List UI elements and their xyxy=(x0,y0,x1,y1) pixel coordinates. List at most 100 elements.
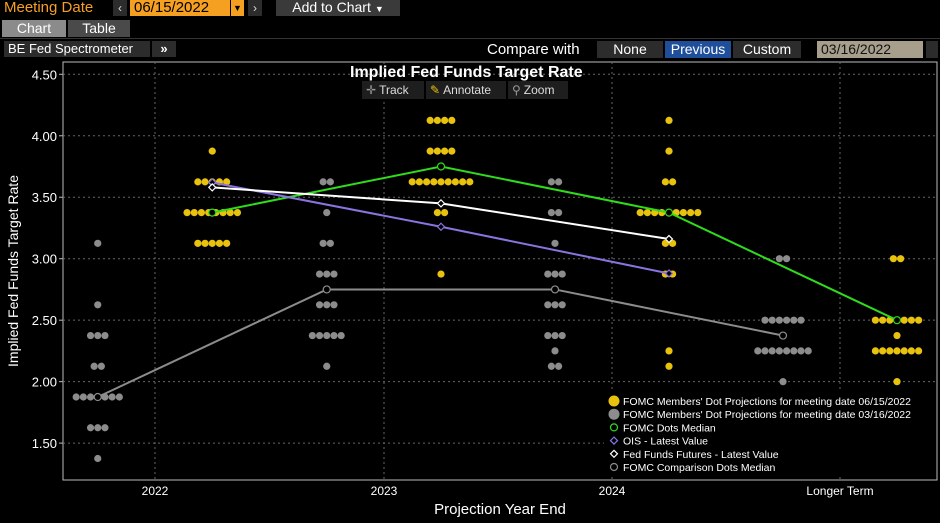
dot-current xyxy=(669,178,677,186)
zoom-tool[interactable]: ⚲ Zoom xyxy=(508,81,568,99)
legend-label: FOMC Members' Dot Projections for meetin… xyxy=(623,396,911,408)
dot-current xyxy=(871,316,880,324)
comparison-median-line-marker xyxy=(93,392,102,402)
dot-current xyxy=(665,347,673,355)
dot-current xyxy=(201,178,209,186)
compare-date-field[interactable]: 03/16/2022 xyxy=(817,41,923,58)
dot-previous xyxy=(797,347,805,355)
dot-current xyxy=(879,347,887,355)
y-tick-label: 1.50 xyxy=(32,436,57,451)
dot-current xyxy=(433,116,441,124)
meeting-date-field[interactable]: 06/15/2022 xyxy=(130,0,230,16)
dot-previous xyxy=(790,347,798,355)
dot-previous xyxy=(94,454,102,463)
prev-date-button[interactable]: ‹ xyxy=(113,0,127,16)
dot-previous xyxy=(90,362,98,370)
dot-current xyxy=(893,331,901,340)
dot-current xyxy=(448,147,456,155)
legend-label: FOMC Members' Dot Projections for meetin… xyxy=(623,409,911,421)
dot-current xyxy=(437,270,445,278)
dot-current xyxy=(215,239,224,247)
dot-previous xyxy=(544,301,552,309)
chevron-down-icon[interactable]: ▼ xyxy=(231,0,244,16)
add-to-chart-button[interactable]: Add to Chart ▼ xyxy=(276,0,400,16)
dot-previous xyxy=(551,239,559,247)
legend-swatch xyxy=(608,395,620,407)
dot-current xyxy=(194,239,202,247)
dot-previous xyxy=(558,301,566,309)
dot-previous xyxy=(555,209,563,217)
pencil-icon: ✎ xyxy=(430,83,441,97)
dot-current xyxy=(907,316,916,324)
annotate-label: Annotate xyxy=(443,83,492,97)
next-date-button[interactable]: › xyxy=(248,0,262,16)
dot-previous xyxy=(94,424,102,432)
dot-previous xyxy=(315,301,324,309)
legend-swatch xyxy=(609,449,619,459)
dot-current xyxy=(897,255,905,263)
fomc-median-line-marker xyxy=(664,208,674,217)
dot-previous xyxy=(804,347,812,355)
compare-none-button[interactable]: None xyxy=(597,41,663,58)
tab-chart[interactable]: Chart xyxy=(2,20,66,37)
dot-previous xyxy=(108,393,116,401)
comparison-median-line-marker xyxy=(322,285,331,294)
dot-current xyxy=(889,255,898,263)
track-tool[interactable]: ✛ Track xyxy=(362,81,424,99)
dot-current xyxy=(451,178,459,186)
fomc-median-line-marker xyxy=(436,162,446,171)
dot-previous xyxy=(86,424,95,432)
dot-previous xyxy=(768,347,776,355)
dot-previous xyxy=(555,178,563,186)
dot-current xyxy=(423,178,431,186)
dot-previous xyxy=(544,270,552,278)
dot-current xyxy=(915,347,923,355)
dot-previous xyxy=(79,393,87,401)
dot-previous xyxy=(551,301,559,309)
y-tick-label: 4.00 xyxy=(32,129,57,144)
dot-previous xyxy=(319,239,327,247)
dot-previous xyxy=(775,347,784,355)
dot-current xyxy=(665,116,673,124)
dot-previous xyxy=(319,178,327,186)
tab-table[interactable]: Table xyxy=(68,20,130,37)
dot-current xyxy=(408,178,416,186)
compare-custom-button[interactable]: Custom xyxy=(733,41,801,58)
compare-toolbar: BE Fed Spectrometer » Compare with None … xyxy=(0,38,940,59)
dot-current xyxy=(907,347,916,355)
dot-previous xyxy=(330,301,338,309)
legend-label: FOMC Dots Median xyxy=(623,422,716,434)
x-tick-label: 2024 xyxy=(599,484,626,498)
dot-previous xyxy=(547,362,556,370)
dot-previous xyxy=(754,347,762,355)
fomc-median-line-marker xyxy=(892,316,902,325)
meeting-date-label: Meeting Date xyxy=(4,0,94,16)
dot-previous xyxy=(797,316,805,324)
spectrometer-selector[interactable]: BE Fed Spectrometer xyxy=(4,41,150,57)
futures-line-marker xyxy=(207,183,217,192)
y-tick-label: 3.50 xyxy=(32,190,57,205)
dot-previous xyxy=(97,362,105,370)
dot-previous xyxy=(330,270,338,278)
dot-current xyxy=(879,316,887,324)
annotate-tool[interactable]: ✎ Annotate xyxy=(426,81,506,99)
legend-label: Fed Funds Futures - Latest Value xyxy=(623,449,779,461)
dot-previous xyxy=(768,316,776,324)
compare-previous-button[interactable]: Previous xyxy=(665,41,731,58)
dot-current xyxy=(636,209,644,217)
dot-previous xyxy=(101,331,109,340)
dot-current xyxy=(415,178,423,186)
dot-previous xyxy=(547,209,556,217)
dot-current xyxy=(459,178,467,186)
calendar-icon[interactable] xyxy=(926,41,938,58)
dot-current xyxy=(197,209,206,217)
double-chevron-icon[interactable]: » xyxy=(152,41,176,57)
dot-previous xyxy=(337,331,345,340)
dot-previous xyxy=(94,331,102,340)
dot-previous xyxy=(783,316,791,324)
dot-current xyxy=(871,347,880,355)
dot-current xyxy=(430,178,438,186)
y-tick-label: 3.00 xyxy=(32,252,57,267)
ois-line-marker xyxy=(436,222,446,232)
dot-previous xyxy=(779,378,787,386)
